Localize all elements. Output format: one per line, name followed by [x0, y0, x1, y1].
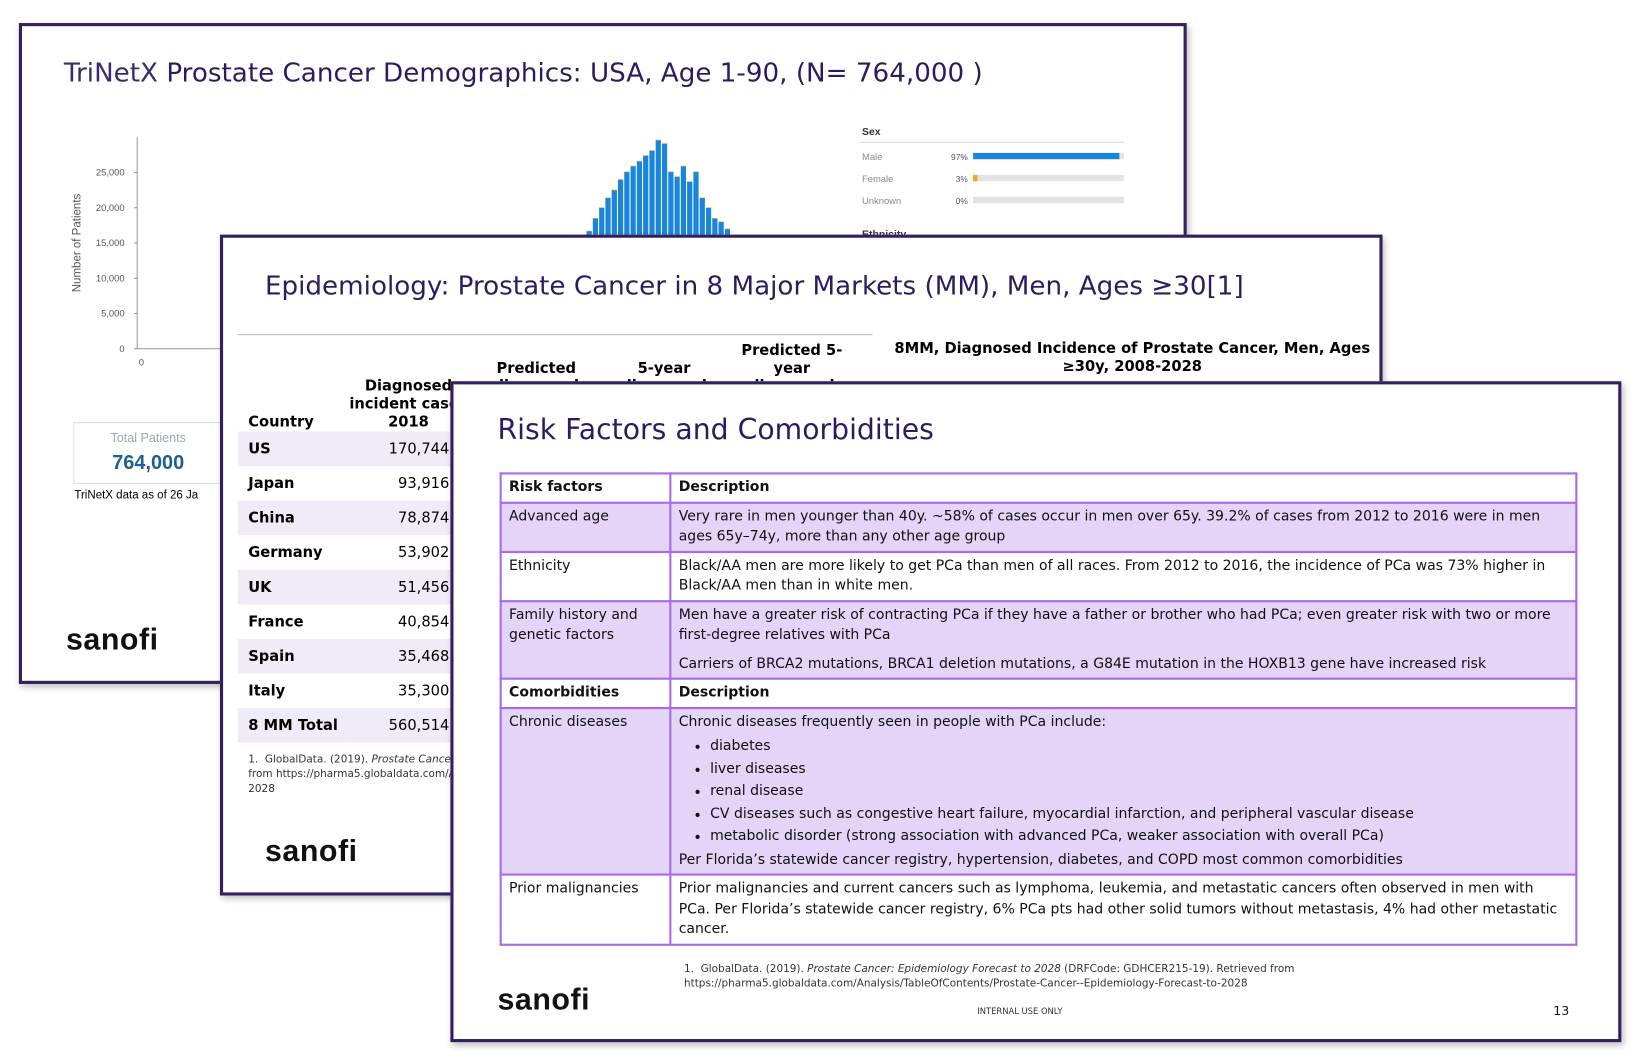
- cell-value: 53,902: [398, 544, 450, 561]
- table-row: Germany 53,902: [238, 535, 856, 570]
- column-header: Country: [248, 413, 314, 431]
- title-prefix: TriNetX: [63, 57, 158, 88]
- logo: sanofi: [497, 983, 591, 1018]
- bullet: liver diseases: [710, 758, 1568, 781]
- sex-label: Unknown: [862, 195, 901, 206]
- total-value: 764,000: [112, 452, 185, 475]
- y-tick-label: 25,000: [96, 167, 125, 178]
- logo: sanofi: [65, 623, 159, 657]
- column-header: Diagnosed incident cases 2018: [349, 378, 468, 431]
- y-tick-label: 20,000: [96, 202, 125, 213]
- header-cell: Description: [669, 472, 1578, 504]
- slide-title: Risk Factors and Comorbidities: [497, 413, 934, 447]
- header-row: Risk factors Description: [499, 472, 1578, 504]
- slide-title: TriNetX Prostate Cancer Demographics: US…: [64, 58, 983, 88]
- comorbidity-name: Prior malignancies: [499, 873, 672, 946]
- footer: INTERNAL USE ONLY: [977, 1006, 1063, 1016]
- sex-label: Male: [862, 151, 882, 162]
- divider: [237, 334, 873, 336]
- table-row: Italy 35,300: [238, 673, 856, 708]
- chart-title: 8MM, Diagnosed Incidence of Prostate Can…: [894, 340, 1371, 375]
- slide-title: Epidemiology: Prostate Cancer in 8 Major…: [264, 270, 1244, 301]
- comorbidity-row: Chronic diseases Chronic diseases frequen…: [499, 706, 1578, 876]
- table-row: France 40,854: [238, 604, 856, 639]
- cell-country: Germany: [248, 544, 323, 561]
- intro: Chronic diseases frequently seen in peop…: [678, 713, 1107, 730]
- risk-row: Family history and genetic factors Men ha…: [499, 599, 1578, 680]
- comorbidity-description: Chronic diseases frequently seen in peop…: [669, 706, 1578, 876]
- outro: Per Florida’s statewide cancer registry,…: [678, 852, 1403, 868]
- x-tick-label: 0: [139, 357, 144, 368]
- sex-label: Female: [862, 173, 893, 184]
- bar-track: [973, 196, 1124, 204]
- cell-country: UK: [237, 569, 345, 605]
- sex-pct: 97%: [951, 152, 968, 162]
- fn-num: 1.: [683, 963, 694, 976]
- cell-value: 40,854: [398, 613, 450, 631]
- comorbidity-description: Prior malignancies and current cancers s…: [669, 873, 1578, 946]
- risk-factor: Advanced age: [499, 501, 672, 553]
- sex-bar: [973, 174, 978, 182]
- cell-country: China: [237, 500, 345, 536]
- paragraph: Men have a greater risk of contracting P…: [678, 606, 1551, 644]
- paragraph: Carriers of BRCA2 mutations, BRCA1 delet…: [678, 656, 1487, 672]
- risk-factor: Ethnicity: [499, 550, 672, 602]
- cell-country: 8 MM Total: [237, 708, 345, 743]
- cell-country: US: [237, 431, 345, 467]
- y-tick-label: 5,000: [101, 308, 125, 319]
- sex-pct: 0%: [956, 196, 969, 206]
- total-patients-box: Total Patients 764,000: [73, 422, 224, 484]
- paragraph: Very rare in men younger than 40y. ~58% …: [678, 508, 1541, 545]
- risk-row: Ethnicity Black/AA men are more likely to…: [499, 550, 1578, 602]
- fn-num: 1.: [248, 754, 259, 766]
- cell-country: Italy: [248, 682, 286, 700]
- risk-description: Black/AA men are more likely to get PCa …: [669, 550, 1578, 602]
- cell-country: Spain: [237, 638, 345, 674]
- table-row: Japan 93,916: [238, 466, 856, 501]
- comorbidity-name: Chronic diseases: [499, 706, 672, 876]
- title-text: Prostate Cancer Demographics: USA, Age 1…: [166, 57, 983, 88]
- bullet: diabetes: [710, 735, 1568, 758]
- cell-country: Japan: [248, 474, 295, 492]
- footnote: 1. GlobalData. (2019). Prostate Cancer: …: [684, 963, 1438, 992]
- risk-description: Very rare in men younger than 40y. ~58% …: [669, 501, 1578, 553]
- bar-track: [973, 174, 1124, 182]
- logo: sanofi: [264, 834, 358, 869]
- bullet: CV diseases such as congestive heart fai…: [710, 803, 1568, 826]
- total-label: Total Patients: [110, 430, 186, 446]
- fn-italic: Prostate Cancer: Epidemiology Forecast t…: [807, 963, 1061, 976]
- sex-title: Sex: [862, 127, 881, 138]
- comorbidity-row: Prior malignancies Prior malignancies and…: [499, 873, 1578, 946]
- bullet: metabolic disorder (strong association w…: [710, 825, 1568, 848]
- sex-pct: 3%: [956, 174, 969, 184]
- cell-value: 35,300: [398, 682, 450, 700]
- data-note: TriNetX data as of 26 Ja: [74, 489, 199, 502]
- risk-factor: Family history and genetic factors: [499, 599, 672, 680]
- header-row: Comorbidities Description: [499, 677, 1578, 709]
- page-number: 13: [1553, 1003, 1570, 1019]
- fn-text: GlobalData. (2019).: [700, 963, 808, 976]
- sex-bar: [973, 152, 1120, 160]
- y-tick-label: 10,000: [96, 272, 125, 283]
- cell-value: 93,916: [398, 474, 450, 492]
- bullet-list: diabetesliver diseasesrenal diseaseCV di…: [679, 735, 1568, 848]
- header-cell: Risk factors: [499, 472, 672, 504]
- header-cell: Description: [669, 677, 1578, 709]
- risk-row: Advanced age Very rare in men younger tha…: [499, 501, 1578, 553]
- header-cell: Comorbidities: [499, 677, 672, 709]
- y-tick-label: 15,000: [96, 237, 125, 248]
- cell-country: France: [248, 613, 304, 631]
- risk-description: Men have a greater risk of contracting P…: [669, 599, 1578, 680]
- fn-text: GlobalData. (2019).: [264, 754, 372, 766]
- paragraph: Black/AA men are more likely to get PCa …: [678, 557, 1546, 594]
- y-tick-label: 0: [119, 343, 124, 354]
- bullet: renal disease: [710, 780, 1568, 803]
- risk-table: Risk factors Description Advanced age Very …: [499, 472, 1578, 946]
- fn-text: (DRFCode: GDHCER215-19). Retrieved from …: [683, 963, 1295, 990]
- y-axis-label: Number of Patients: [72, 193, 84, 292]
- slide-risk-factors: Risk Factors and Comorbidities Risk fact…: [450, 381, 1622, 1043]
